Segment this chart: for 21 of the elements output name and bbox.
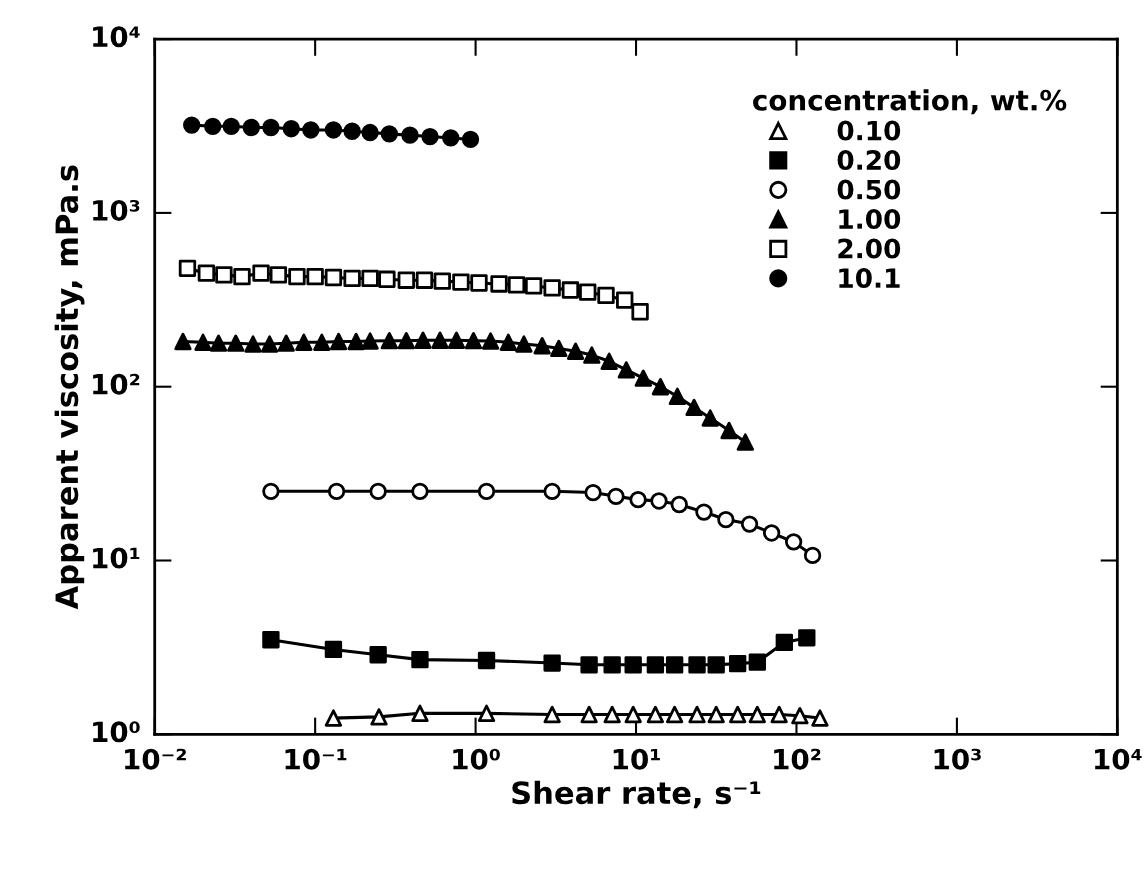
y-tick-label: 10³ bbox=[93, 199, 140, 221]
x-tick-label: 10⁴ bbox=[1095, 748, 1142, 770]
legend-label: 1.00 bbox=[839, 209, 901, 230]
x-tick-label: 10² bbox=[774, 748, 821, 770]
y-axis-title: Apparent viscosity, mPa.s bbox=[54, 165, 85, 610]
legend-label: 2.00 bbox=[838, 238, 901, 259]
legend-label: 10.1 bbox=[839, 268, 900, 288]
x-tick-label: 10⁻¹ bbox=[285, 748, 347, 770]
y-tick-label: 10² bbox=[93, 373, 140, 395]
x-tick-label: 10¹ bbox=[613, 748, 660, 770]
legend-title: concentration, wt.% bbox=[753, 89, 1067, 115]
y-tick-label: 10⁰ bbox=[93, 721, 140, 743]
x-tick-label: 10⁻² bbox=[125, 748, 186, 770]
legend-label: 0.10 bbox=[837, 120, 901, 141]
y-tick-label: 10⁴ bbox=[93, 26, 140, 48]
y-tick-label: 10¹ bbox=[93, 547, 140, 569]
x-axis-title: Shear rate, s⁻¹ bbox=[512, 780, 761, 809]
legend-label: 0.50 bbox=[837, 179, 901, 200]
legend-label: 0.20 bbox=[837, 150, 901, 171]
x-tick-label: 10⁰ bbox=[453, 748, 500, 770]
x-tick-label: 10³ bbox=[934, 748, 981, 770]
